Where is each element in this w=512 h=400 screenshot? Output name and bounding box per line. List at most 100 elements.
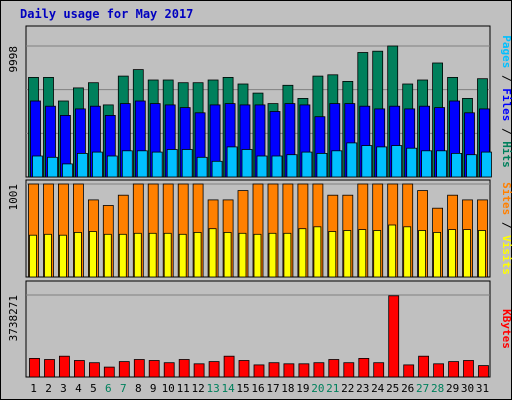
bar-pages-day-1	[32, 155, 43, 178]
bar-visits-day-6	[103, 233, 112, 278]
bar-pages-day-27	[421, 150, 433, 178]
day-label-24: 24	[371, 382, 385, 395]
bar-kbytes-day-18	[283, 363, 295, 378]
bar-kbytes-day-21	[328, 359, 340, 378]
bar-visits-day-22	[343, 230, 352, 278]
bar-kbytes-day-6	[103, 366, 115, 378]
bar-visits-day-11	[178, 233, 187, 278]
bar-pages-day-4	[77, 152, 88, 178]
bar-visits-day-5	[89, 231, 97, 278]
bar-pages-day-14	[226, 146, 238, 178]
bar-kbytes-day-5	[89, 362, 100, 378]
panel-kbytes: 3738271 KBytes	[7, 280, 512, 378]
day-label-20: 20	[311, 382, 324, 395]
bar-pages-day-6	[106, 155, 118, 178]
bar-pages-day-17	[271, 155, 283, 178]
bar-visits-day-16	[253, 233, 262, 278]
bar-kbytes-day-10	[163, 362, 175, 378]
bar-visits-day-13	[208, 228, 217, 278]
day-label-21: 21	[326, 382, 339, 395]
bar-kbytes-day-19	[298, 363, 310, 378]
day-label-8: 8	[135, 382, 142, 395]
bar-kbytes-day-24	[373, 362, 385, 378]
bar-kbytes-day-4	[74, 360, 85, 378]
panel-visits-sites: 1001 Sites / Visits	[7, 179, 512, 278]
axis-max-label: 3738271	[7, 295, 20, 341]
bar-kbytes-day-16	[253, 364, 265, 378]
bar-pages-day-20	[316, 152, 328, 178]
day-label-26: 26	[401, 382, 414, 395]
bar-kbytes-day-12	[193, 363, 205, 378]
day-label-3: 3	[60, 382, 67, 395]
bar-kbytes-day-30	[463, 360, 474, 378]
day-label-31: 31	[476, 382, 489, 395]
day-label-13: 13	[206, 382, 219, 395]
day-label-6: 6	[105, 382, 112, 395]
bar-pages-day-28	[436, 150, 448, 178]
bar-kbytes-day-9	[148, 360, 160, 378]
bar-visits-day-26	[403, 226, 412, 278]
bar-pages-day-9	[151, 151, 163, 178]
bar-pages-day-8	[136, 150, 148, 178]
day-label-16: 16	[251, 382, 264, 395]
bar-visits-day-28	[433, 231, 442, 278]
day-label-15: 15	[236, 382, 249, 395]
bar-pages-day-29	[451, 152, 463, 178]
axis-max-label: 1001	[7, 184, 20, 211]
bar-pages-day-21	[331, 150, 343, 178]
bar-kbytes-day-22	[343, 362, 355, 378]
bar-kbytes-day-1	[29, 357, 40, 378]
day-label-25: 25	[386, 382, 399, 395]
bar-visits-day-27	[418, 230, 427, 278]
bar-pages-day-13	[211, 160, 223, 178]
bar-kbytes-day-23	[358, 357, 370, 378]
bar-visits-day-2	[44, 233, 52, 278]
day-label-28: 28	[431, 382, 444, 395]
bar-visits-day-8	[133, 232, 142, 278]
bar-visits-day-19	[298, 228, 307, 278]
bar-kbytes-day-29	[448, 361, 460, 378]
bar-pages-day-30	[466, 154, 477, 178]
bar-visits-day-4	[74, 231, 82, 278]
day-label-14: 14	[221, 382, 235, 395]
bar-kbytes-day-15	[238, 360, 250, 378]
day-label-7: 7	[120, 382, 127, 395]
bar-visits-day-17	[268, 232, 277, 278]
bar-pages-day-15	[241, 149, 253, 178]
bar-pages-day-26	[406, 147, 418, 178]
day-label-22: 22	[341, 382, 354, 395]
bar-kbytes-day-20	[313, 362, 325, 378]
side-legend-kbytes: KBytes	[500, 309, 512, 349]
side-legend-hits-files-pages: Pages / Files / Hits	[500, 35, 512, 168]
bar-visits-day-21	[328, 231, 337, 278]
bar-visits-day-18	[283, 232, 292, 278]
bar-visits-day-3	[59, 234, 67, 278]
day-label-5: 5	[90, 382, 97, 395]
bar-kbytes-day-28	[433, 363, 445, 378]
bar-pages-day-7	[121, 150, 133, 178]
bar-visits-day-29	[448, 229, 457, 278]
day-label-18: 18	[281, 382, 294, 395]
day-label-17: 17	[266, 382, 279, 395]
panel-hits-files-pages: 9998 Pages / Files / Hits	[7, 25, 512, 178]
day-label-11: 11	[177, 382, 190, 395]
bar-pages-day-5	[92, 151, 103, 178]
bar-visits-day-24	[373, 230, 382, 278]
bar-pages-day-18	[286, 154, 298, 178]
bar-pages-day-12	[196, 156, 208, 178]
bar-visits-day-12	[193, 231, 202, 278]
day-label-1: 1	[30, 382, 37, 395]
day-label-12: 12	[191, 382, 204, 395]
bar-kbytes-day-11	[178, 359, 190, 378]
bar-visits-day-25	[388, 224, 397, 278]
bar-pages-day-2	[47, 156, 58, 178]
chart-title: Daily usage for May 2017	[20, 7, 194, 21]
bar-pages-day-25	[391, 145, 403, 178]
bar-kbytes-day-8	[133, 359, 145, 378]
bar-visits-day-9	[148, 232, 157, 278]
bar-pages-day-23	[361, 145, 373, 178]
bar-kbytes-day-26	[403, 364, 415, 378]
bar-pages-day-19	[301, 151, 313, 178]
bar-pages-day-11	[181, 149, 193, 178]
